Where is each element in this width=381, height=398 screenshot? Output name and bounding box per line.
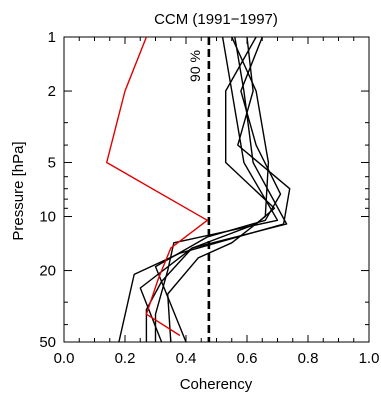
threshold-label: 90 %	[187, 50, 203, 82]
x-tick-label: 0.4	[176, 350, 197, 367]
chart-title: CCM (1991−1997)	[154, 11, 278, 28]
x-tick-label: 0.8	[298, 350, 319, 367]
y-tick-label: 2	[48, 83, 56, 100]
series-line-black	[166, 36, 270, 343]
x-tick-label: 1.0	[359, 350, 380, 367]
x-axis-label: Coherency	[180, 376, 253, 393]
x-tick-label: 0.0	[54, 350, 75, 367]
y-tick-label: 10	[39, 209, 56, 226]
x-tick-label: 0.2	[115, 350, 136, 367]
x-tick-label: 0.6	[237, 350, 258, 367]
plot-area	[63, 36, 370, 343]
series-line-red	[105, 36, 209, 337]
y-axis-label: Pressure [hPa]	[10, 141, 27, 240]
plot-frame	[63, 36, 370, 343]
series-line-black	[154, 36, 282, 343]
series-line-black	[154, 36, 279, 342]
y-tick-label: 50	[39, 334, 56, 351]
series-line-black	[118, 36, 291, 343]
y-tick-label: 1	[48, 29, 56, 46]
y-tick-label: 5	[48, 154, 56, 171]
y-tick-label: 20	[39, 263, 56, 280]
tick-labels: 0.0 0.2 0.4 0.6 0.8 1.0 1 2 5 10 20 50	[39, 29, 379, 367]
